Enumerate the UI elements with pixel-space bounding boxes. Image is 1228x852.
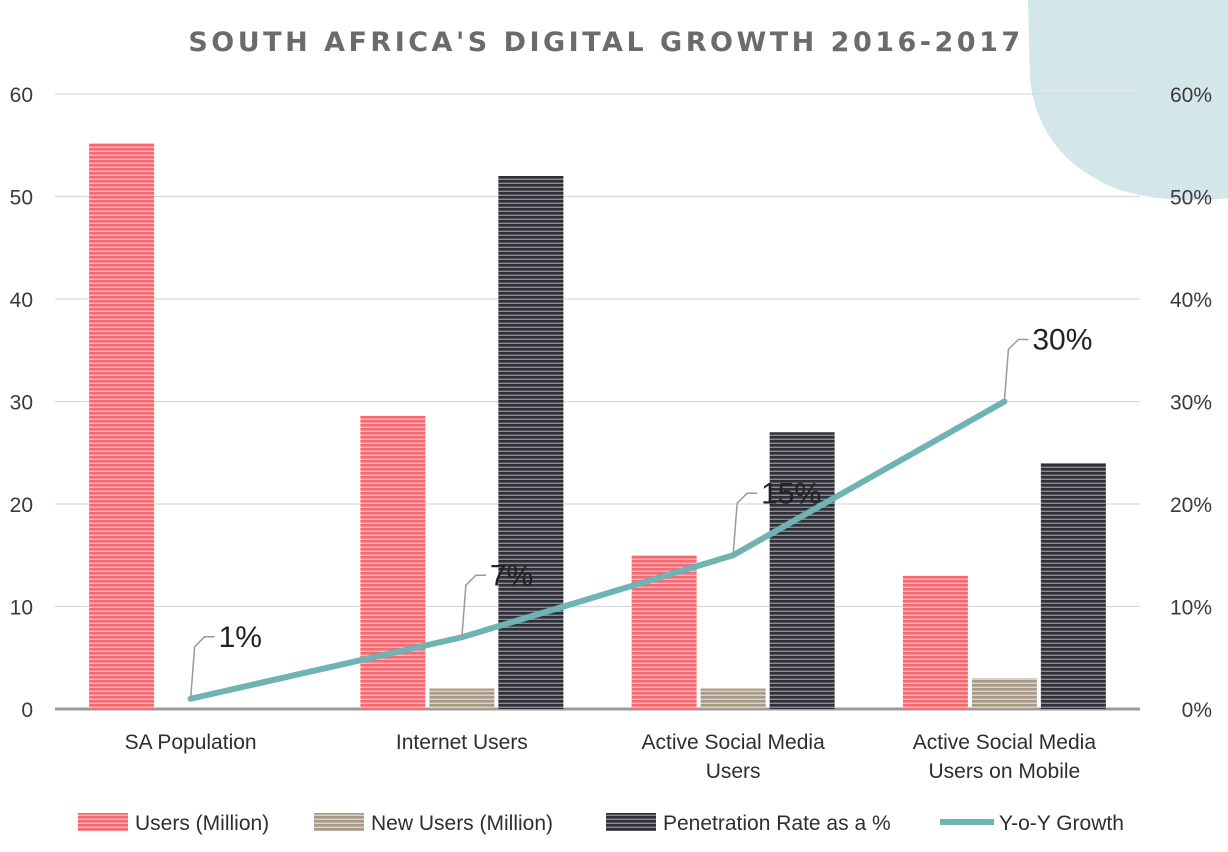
left-axis-ticks: 0 10 20 30 40 50 60 — [10, 84, 33, 722]
legend: Users (Million) New Users (Million) Penetr… — [78, 812, 1124, 835]
bar-penetration-rate-as-a — [498, 176, 564, 709]
y-right-tick-label: 40% — [1170, 289, 1212, 312]
y-left-tick-label: 50 — [10, 187, 33, 210]
legend-label: New Users (Million) — [371, 812, 553, 835]
legend-label: Users (Million) — [135, 812, 269, 835]
y-right-tick-label: 50% — [1170, 187, 1212, 210]
legend-swatch — [606, 813, 656, 831]
bar-users-million — [902, 575, 968, 709]
y-right-tick-label: 0% — [1182, 699, 1212, 722]
bar-new-users-million — [971, 678, 1037, 709]
y-left-tick-label: 0 — [21, 699, 33, 722]
growth-data-label: 30% — [1032, 324, 1092, 357]
y-right-tick-label: 60% — [1170, 84, 1212, 107]
data-label-leader — [1003, 338, 1029, 402]
bar-users-million — [360, 415, 426, 709]
growth-data-label: 15% — [761, 477, 821, 510]
growth-line-layer: 1% 7% 15% 30% — [187, 324, 1092, 702]
category-labels: SA Population Internet Users Active Social… — [125, 731, 1097, 783]
category-label: SA Population — [125, 731, 257, 754]
legend-label: Y-o-Y Growth — [999, 812, 1124, 835]
data-label-leader — [189, 636, 215, 699]
y-left-tick-label: 30 — [10, 392, 33, 415]
bar-new-users-million — [429, 688, 495, 709]
y-right-tick-label: 10% — [1170, 597, 1212, 620]
right-axis-ticks: 0% 10% 20% 30% 40% 50% 60% — [1170, 84, 1212, 722]
chart-title: SOUTH AFRICA'S DIGITAL GROWTH 2016-2017 — [188, 27, 1023, 58]
decorative-blob — [1028, 0, 1228, 201]
legend-swatch — [314, 813, 364, 831]
y-right-tick-label: 30% — [1170, 392, 1212, 415]
y-left-tick-label: 60 — [10, 84, 33, 107]
bar-penetration-rate-as-a — [769, 432, 835, 709]
legend-swatch — [78, 813, 128, 831]
bar-users-million — [89, 143, 155, 709]
legend-label: Penetration Rate as a % — [663, 812, 891, 835]
growth-line — [187, 398, 1008, 702]
gridlines — [55, 93, 1140, 711]
y-left-tick-label: 20 — [10, 494, 33, 517]
category-label: Active Social Media — [913, 731, 1097, 754]
growth-data-label: 7% — [490, 559, 533, 592]
category-label: Active Social Media — [642, 731, 826, 754]
bar-new-users-million — [700, 688, 766, 709]
data-label-leader — [461, 574, 486, 638]
category-label: Users on Mobile — [929, 760, 1081, 783]
data-label-leader — [732, 492, 758, 556]
y-left-tick-label: 10 — [10, 597, 33, 620]
growth-data-label: 1% — [219, 621, 262, 654]
category-label: Internet Users — [396, 731, 528, 754]
y-right-tick-label: 20% — [1170, 494, 1212, 517]
bar-penetration-rate-as-a — [1040, 463, 1106, 709]
y-left-tick-label: 40 — [10, 289, 33, 312]
category-label: Users — [706, 760, 761, 783]
